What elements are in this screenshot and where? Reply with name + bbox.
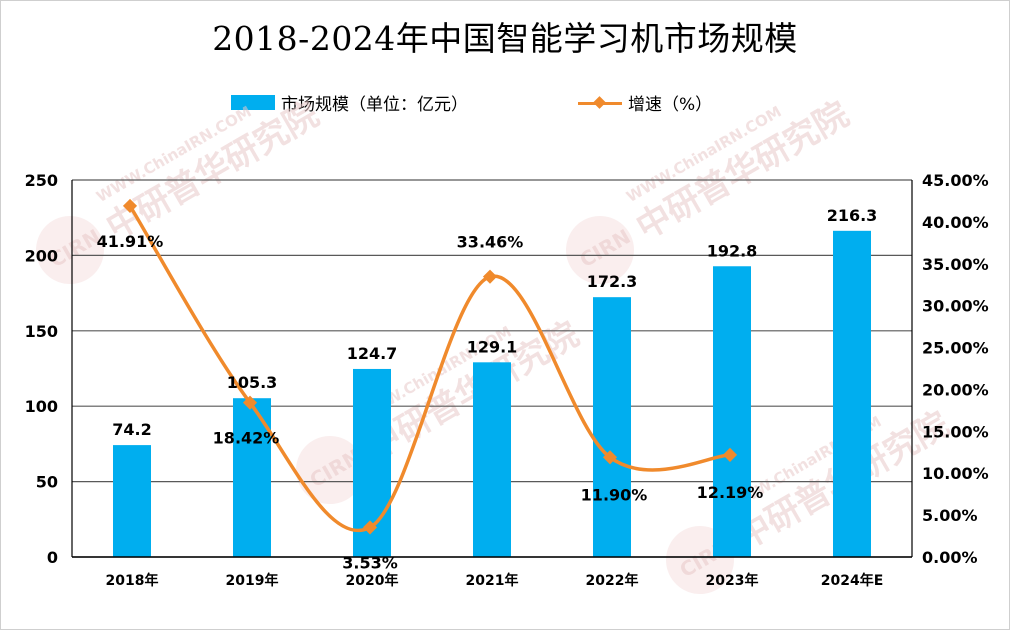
legend-line-label: 增速（%） (628, 95, 713, 115)
y-left-tick-label: 200 (25, 246, 58, 265)
x-category-label: 2020年 (346, 572, 399, 589)
bar-5 (713, 266, 751, 557)
legend-bar-label: 市场规模（单位：亿元） (281, 95, 468, 115)
y-right-tick-label: 15.00% (922, 422, 989, 441)
x-category-label: 2024年E (821, 572, 884, 589)
data-labels: 74.2 105.3 124.7 129.1 172.3 192.8 216.3 41.91%… (97, 206, 878, 573)
y-left-tick-label: 250 (25, 171, 58, 190)
legend-item-line: 增速（%） (578, 90, 712, 115)
line-marker-5 (722, 447, 738, 462)
bar-3 (473, 362, 511, 557)
line-value-label: 33.46% (457, 233, 524, 252)
line-value-label: 3.53% (342, 553, 398, 572)
y-right-tick-label: 40.00% (922, 213, 989, 232)
y-left-tick-label: 100 (25, 397, 58, 416)
y-left-tick-label: 150 (25, 322, 58, 341)
y-right-tick-label: 0.00% (922, 548, 978, 567)
y-right-tick-label: 35.00% (922, 255, 989, 274)
chart-title: 2018-2024年中国智能学习机市场规模 (212, 19, 798, 58)
x-category-label: 2022年 (586, 572, 639, 589)
bar-4 (593, 297, 631, 557)
y-left-tick-label: 50 (36, 473, 58, 492)
y-right-tick-label: 10.00% (922, 464, 989, 483)
watermark-logo-icon (36, 216, 104, 284)
line-marker-2 (362, 520, 378, 535)
line-marker-3 (482, 269, 498, 284)
line-value-label: 12.19% (697, 483, 764, 502)
x-category-label: 2023年 (706, 572, 759, 589)
x-category-label: 2018年 (106, 572, 159, 589)
bar-0 (113, 445, 151, 557)
line-value-label: 18.42% (213, 429, 280, 448)
axes: 0 50 100 150 200 250 0.00% 5.00% 10.00% 15.00% 20.… (25, 171, 989, 589)
y-right-tick-label: 20.00% (922, 380, 989, 399)
y-right-tick-label: 45.00% (922, 171, 989, 190)
legend-item-bar: 市场规模（单位：亿元） (231, 90, 468, 115)
y-left-tick-label: 0 (47, 548, 58, 567)
x-category-label: 2019年 (226, 572, 279, 589)
bar-value-label: 124.7 (347, 344, 398, 363)
bar-value-label: 216.3 (827, 206, 878, 225)
legend-bar-swatch (231, 95, 275, 110)
line-series (122, 198, 738, 535)
line-value-label: 11.90% (581, 485, 648, 504)
y-right-tick-label: 25.00% (922, 339, 989, 358)
y-right-tick-label: 5.00% (922, 506, 978, 525)
bar-value-label: 192.8 (707, 241, 758, 260)
bar-6 (833, 230, 871, 558)
legend-line-swatch (578, 95, 622, 111)
watermark-logo-icon (566, 216, 634, 284)
line-marker-1 (242, 395, 258, 410)
line-marker-4 (602, 450, 618, 465)
line-value-label: 41.91% (97, 232, 164, 251)
bar-value-label: 105.3 (227, 373, 278, 392)
y-right-tick-label: 30.00% (922, 297, 989, 316)
legend: 市场规模（单位：亿元） 增速（%） (0, 90, 1010, 115)
bar-series (113, 230, 871, 558)
bar-value-label: 172.3 (587, 272, 638, 291)
bar-value-label: 74.2 (112, 420, 151, 439)
bar-value-label: 129.1 (467, 337, 518, 356)
x-category-label: 2021年 (466, 572, 519, 589)
watermark-logo-icon (296, 436, 364, 504)
